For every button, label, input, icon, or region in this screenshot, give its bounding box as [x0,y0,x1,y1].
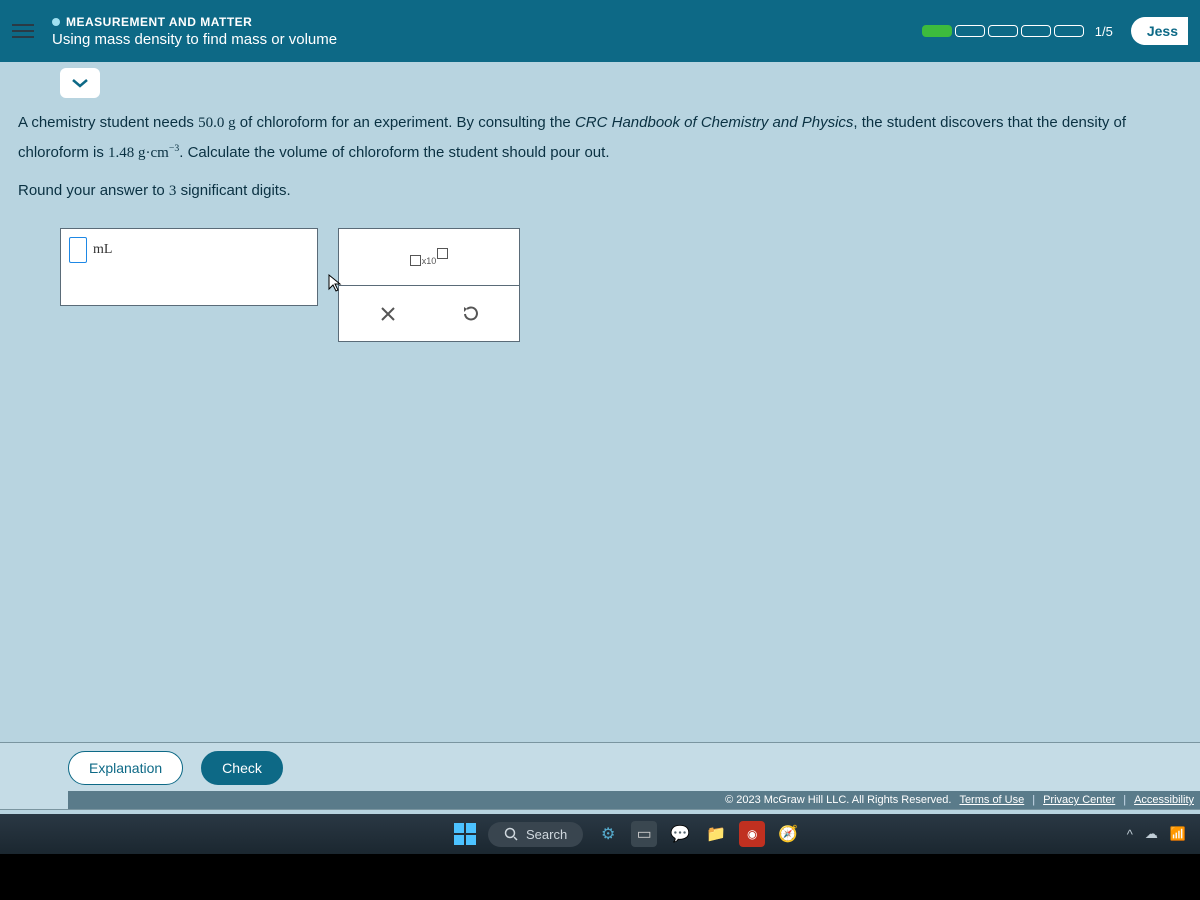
reset-button[interactable] [445,293,495,335]
start-button[interactable] [454,823,476,845]
density-value: 1.48 g·cm−3 [108,145,179,161]
problem-statement: A chemistry student needs 50.0 g of chlo… [0,98,1200,210]
wifi-icon[interactable]: 📶 [1170,826,1186,842]
progress-segment [988,25,1018,37]
cloud-icon[interactable]: ☁ [1145,826,1158,842]
progress-segment [922,25,952,37]
app-icon[interactable]: ▭ [631,821,657,847]
toolbox: x10 [338,228,520,342]
expand-toggle[interactable] [60,68,100,98]
answer-box[interactable]: mL [60,228,318,306]
bottom-bar: Explanation Check © 2023 McGraw Hill LLC… [0,742,1200,810]
taskbar-apps: ⚙ ▭ 💬 📁 ◉ 🧭 [595,821,801,847]
chevron-down-icon [71,77,89,89]
clear-button[interactable] [363,293,413,335]
bullet-icon [52,18,60,26]
windows-taskbar: Search ⚙ ▭ 💬 📁 ◉ 🧭 ^ ☁ 📶 [0,814,1200,854]
app-icon[interactable]: 🧭 [775,821,801,847]
taskbar-search[interactable]: Search [488,822,583,847]
accessibility-link[interactable]: Accessibility [1134,794,1194,806]
check-button[interactable]: Check [201,751,283,785]
header-titles: MEASUREMENT AND MATTER Using mass densit… [52,15,922,48]
system-tray: ^ ☁ 📶 [1127,826,1186,842]
progress-segment [955,25,985,37]
undo-icon [460,304,480,324]
category-label: MEASUREMENT AND MATTER [52,15,922,29]
x-icon [379,305,397,323]
work-area: mL x10 [60,228,1200,342]
book-title: CRC Handbook of Chemistry and Physics [575,114,853,131]
cursor-icon [327,273,343,293]
progress-segment [1021,25,1051,37]
privacy-link[interactable]: Privacy Center [1043,794,1115,806]
category-text: MEASUREMENT AND MATTER [66,15,252,29]
answer-input[interactable] [69,237,87,263]
user-badge[interactable]: Jess [1131,17,1188,45]
explanation-button[interactable]: Explanation [68,751,183,785]
problem-text: . Calculate the volume of chloroform the… [179,144,609,161]
screen-bezel [0,854,1200,900]
problem-text: of chloroform for an experiment. By cons… [236,114,575,131]
scientific-notation-button[interactable]: x10 [404,236,454,278]
app-icon[interactable]: ◉ [739,821,765,847]
app-icon[interactable]: 💬 [667,821,693,847]
search-label: Search [526,827,567,842]
app-header: MEASUREMENT AND MATTER Using mass densit… [0,0,1200,62]
mass-value: 50.0 g [198,115,236,131]
progress-bar: 1/5 [922,24,1131,39]
round-text: Round your answer to [18,182,169,199]
copyright-text: © 2023 McGraw Hill LLC. All Rights Reser… [725,794,951,806]
progress-label: 1/5 [1095,24,1113,39]
unit-label: mL [93,237,112,258]
app-icon[interactable]: ⚙ [595,821,621,847]
menu-icon[interactable] [12,24,34,38]
tray-expand-icon[interactable]: ^ [1127,827,1133,842]
search-icon [504,827,518,841]
progress-segment [1054,25,1084,37]
problem-text: A chemistry student needs [18,114,198,131]
footer-legal: © 2023 McGraw Hill LLC. All Rights Reser… [68,791,1200,809]
app-icon[interactable]: 📁 [703,821,729,847]
topic-title: Using mass density to find mass or volum… [52,31,922,48]
terms-link[interactable]: Terms of Use [959,794,1024,806]
round-text: significant digits. [176,182,290,199]
